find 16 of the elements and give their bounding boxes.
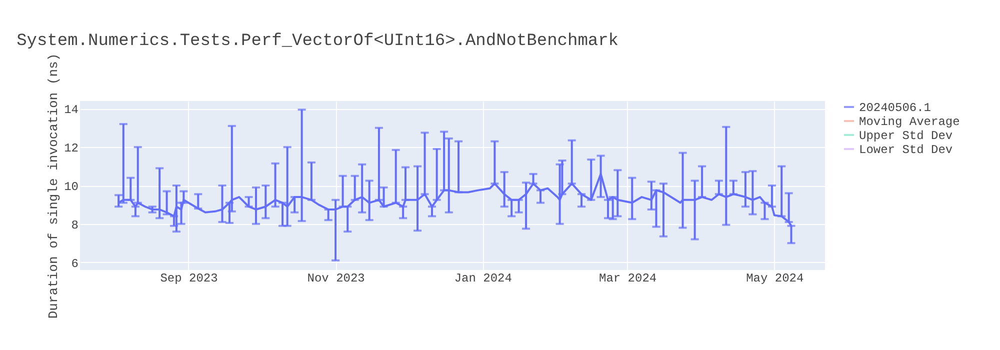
y-tick-label: 12 bbox=[64, 142, 78, 156]
legend-label: Upper Std Dev bbox=[859, 129, 953, 143]
legend-label: 20240506.1 bbox=[859, 101, 932, 115]
y-tick-label: 14 bbox=[64, 103, 78, 118]
x-tick-label: May 2024 bbox=[746, 272, 804, 286]
y-axis-title: Duration of single invocation (ns) bbox=[46, 53, 62, 319]
y-tick-label: 6 bbox=[71, 256, 78, 271]
legend-label: Lower Std Dev bbox=[859, 143, 953, 157]
x-tick-label: Nov 2023 bbox=[307, 272, 365, 286]
x-tick-label: Jan 2024 bbox=[454, 272, 512, 286]
x-tick-label: Mar 2024 bbox=[598, 272, 657, 286]
y-tick-label: 10 bbox=[64, 180, 78, 194]
y-tick-label: 8 bbox=[71, 218, 78, 232]
chart-title: System.Numerics.Tests.Perf_VectorOf<UInt16>.AndNotBenchmark bbox=[16, 32, 619, 51]
legend-label: Moving Average bbox=[859, 115, 960, 129]
x-tick-label: Sep 2023 bbox=[160, 272, 218, 286]
